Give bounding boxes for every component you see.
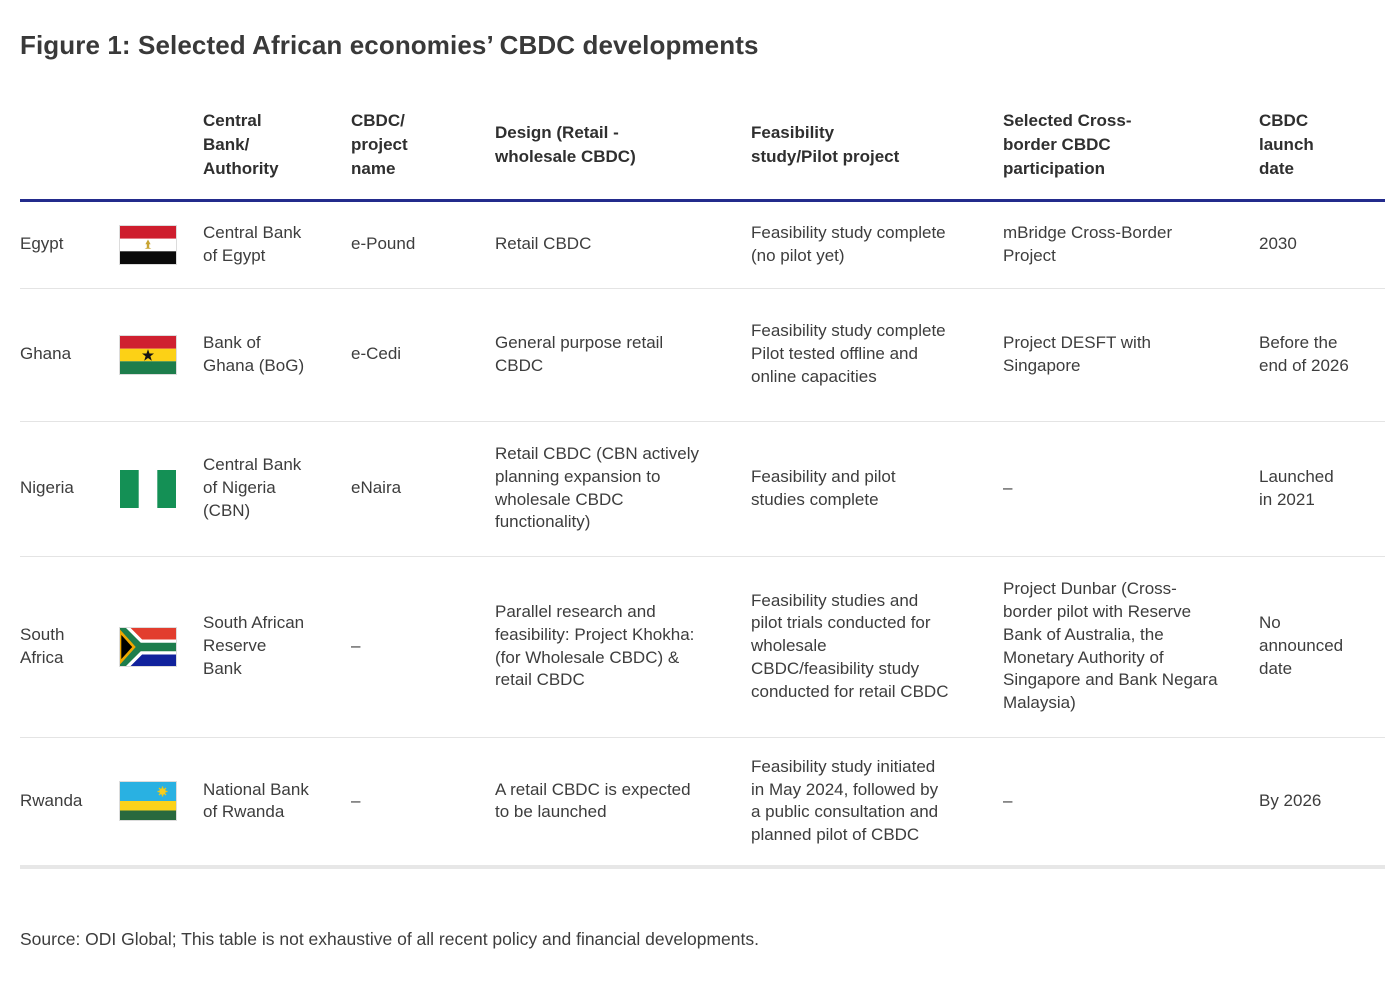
country-cell: South Africa: [20, 624, 65, 667]
column-header-design: Design (Retail - wholesale CBDC): [495, 123, 636, 166]
nigeria-flag-icon: [120, 469, 176, 508]
project-name-cell: eNaira: [351, 478, 402, 498]
column-header-crossborder: Selected Cross- border CBDC participatio…: [1003, 111, 1132, 178]
south-africa-flag-icon: [119, 626, 177, 667]
bank-cell: National Bank of Rwanda: [203, 779, 309, 822]
table-row-ghana: Ghana Bank of Ghana (BoG) e-Cedi General…: [20, 288, 1385, 421]
bank-cell: Central Bank of Nigeria (CBN): [203, 455, 302, 520]
bank-cell: Central Bank of Egypt: [203, 222, 302, 265]
crossborder-cell: Project DESFT with Singapore: [1003, 332, 1152, 375]
source-note: Source: ODI Global; This table is not ex…: [20, 929, 759, 950]
flag-cell: [115, 200, 203, 288]
country-cell: Rwanda: [20, 790, 83, 810]
project-name-cell: –: [351, 636, 361, 656]
crossborder-cell: mBridge Cross-Border Project: [1003, 222, 1173, 265]
country-cell: Egypt: [20, 234, 64, 254]
column-header-bank: Central Bank/ Authority: [203, 111, 279, 178]
country-cell: Ghana: [20, 344, 72, 364]
feasibility-cell: Feasibility studies and pilot trials con…: [751, 590, 949, 701]
project-name-cell: e-Cedi: [351, 344, 402, 364]
launch-date-cell: Before the end of 2026: [1259, 332, 1349, 375]
launch-date-cell: By 2026: [1259, 790, 1322, 810]
table-row-nigeria: Nigeria Central Bank of Nigeria (CBN) eN…: [20, 421, 1385, 556]
figure-title: Figure 1: Selected African economies’ CB…: [20, 30, 759, 60]
ghana-flag-icon: [119, 334, 177, 375]
bank-cell: Bank of Ghana (BoG): [203, 332, 305, 375]
column-header-project-name: CBDC/ project name: [351, 111, 408, 178]
flag-cell: [115, 421, 203, 556]
launch-date-cell: No announced date: [1259, 613, 1344, 678]
crossborder-cell: Project Dunbar (Cross-border pilot with …: [1003, 579, 1218, 713]
feasibility-cell: Feasibility study initiated in May 2024,…: [751, 756, 939, 845]
table-row-rwanda: Rwanda: [20, 737, 1385, 868]
table-row-egypt: Egypt Central Bank of Egypt: [20, 200, 1385, 288]
crossborder-cell: –: [1003, 478, 1013, 498]
feasibility-cell: Feasibility and pilot studies complete: [751, 466, 896, 509]
column-header-launch-date: CBDC launch date: [1259, 111, 1314, 178]
column-header-flag: [115, 99, 203, 200]
launch-date-cell: Launched in 2021: [1259, 466, 1334, 509]
feasibility-cell: Feasibility study complete (no pilot yet…: [751, 222, 946, 265]
country-cell: Nigeria: [20, 478, 74, 498]
crossborder-cell: –: [1003, 790, 1013, 810]
project-name-cell: –: [351, 790, 361, 810]
design-cell: General purpose retail CBDC: [495, 332, 664, 375]
egypt-flag-icon: [119, 224, 177, 265]
feasibility-cell: Feasibility study complete Pilot tested …: [751, 321, 946, 386]
column-header-feasibility: Feasibility study/Pilot project: [751, 123, 900, 166]
column-header-country: [20, 99, 115, 200]
project-name-cell: e-Pound: [351, 234, 416, 254]
launch-date-cell: 2030: [1259, 234, 1297, 254]
rwanda-flag-icon: [119, 781, 177, 822]
table-row-south-africa: South Africa South African Reserve Bank …: [20, 556, 1385, 737]
design-cell: Retail CBDC (CBN actively planning expan…: [495, 444, 700, 532]
cbdc-table: Central Bank/ Authority CBDC/ project na…: [20, 99, 1385, 869]
flag-cell: [115, 737, 203, 867]
flag-cell: [115, 556, 203, 737]
design-cell: A retail CBDC is expected to be launched: [495, 779, 691, 822]
table-header-row: Central Bank/ Authority CBDC/ project na…: [20, 99, 1385, 201]
flag-cell: [115, 288, 203, 421]
design-cell: Retail CBDC: [495, 234, 592, 254]
design-cell: Parallel research and feasibility: Proje…: [495, 602, 695, 690]
bank-cell: South African Reserve Bank: [203, 613, 305, 678]
